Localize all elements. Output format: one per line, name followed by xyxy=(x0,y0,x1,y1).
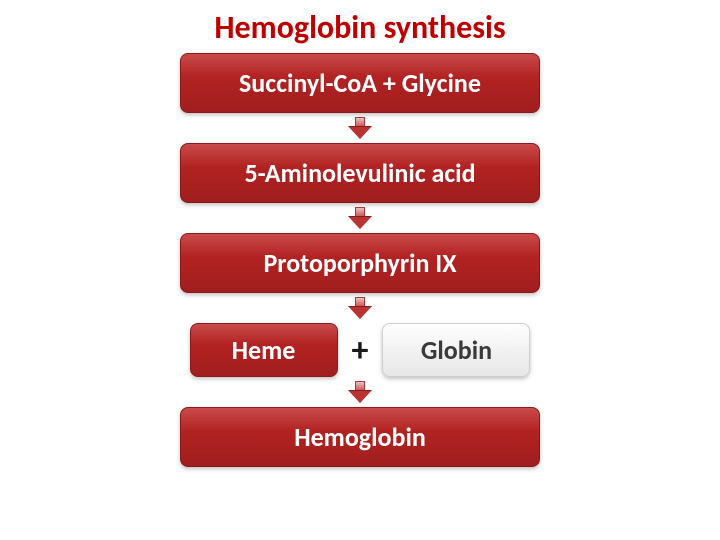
down-arrow-icon xyxy=(350,297,370,319)
step-1-label: Succinyl-CoA + Glycine xyxy=(239,67,481,99)
step-5-label: Hemoglobin xyxy=(294,421,426,453)
step-2-label: 5-Aminolevulinic acid xyxy=(244,157,475,189)
step-4-row: Heme + Globin xyxy=(0,323,720,377)
step-2-box: 5-Aminolevulinic acid xyxy=(180,143,540,203)
plus-icon: + xyxy=(352,330,369,371)
step-4-globin-box: Globin xyxy=(382,323,530,377)
down-arrow-icon xyxy=(350,381,370,403)
step-5-box: Hemoglobin xyxy=(180,407,540,467)
step-1-box: Succinyl-CoA + Glycine xyxy=(180,53,540,113)
arrow-4 xyxy=(350,377,370,407)
arrow-2 xyxy=(350,203,370,233)
step-3-label: Protoporphyrin IX xyxy=(263,247,456,279)
arrow-1 xyxy=(350,113,370,143)
step-4-heme-box: Heme xyxy=(190,323,338,377)
diagram-title: Hemoglobin synthesis xyxy=(0,0,720,53)
down-arrow-icon xyxy=(350,207,370,229)
down-arrow-icon xyxy=(350,117,370,139)
flowchart: Succinyl-CoA + Glycine 5-Aminolevulinic … xyxy=(0,53,720,467)
step-4-heme-label: Heme xyxy=(232,334,296,366)
step-4-globin-label: Globin xyxy=(421,334,492,366)
arrow-3 xyxy=(350,293,370,323)
step-3-box: Protoporphyrin IX xyxy=(180,233,540,293)
